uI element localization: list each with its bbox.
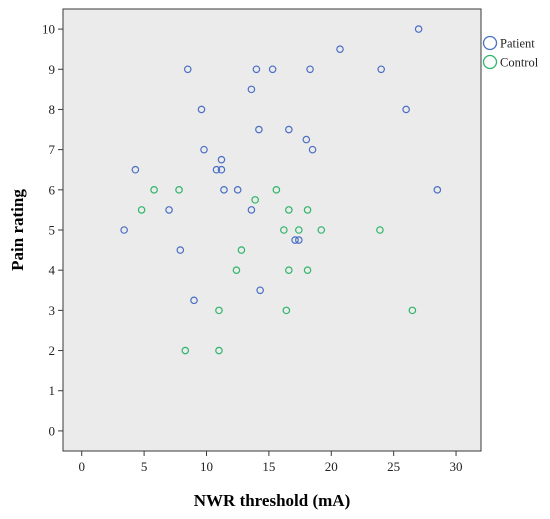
y-tick-label: 0 xyxy=(49,423,56,438)
patient-point xyxy=(377,65,385,74)
y-tick-label: 9 xyxy=(49,62,56,77)
y-tick-label: 5 xyxy=(49,223,56,238)
control-point xyxy=(408,306,417,315)
patient-point xyxy=(402,105,410,114)
control-point xyxy=(376,226,384,234)
patient-point xyxy=(247,206,256,214)
patient-point xyxy=(247,85,256,94)
x-axis-ticks: 0 5 10 15 20 25 30 xyxy=(78,451,463,474)
control-point xyxy=(295,226,303,234)
y-tick-label: 10 xyxy=(42,22,55,37)
x-tick-label: 10 xyxy=(200,459,213,474)
x-axis-title: NWR threshold (mA) xyxy=(194,491,350,510)
patient-point xyxy=(212,165,221,174)
patient-point xyxy=(302,135,311,144)
control-point xyxy=(317,226,326,234)
legend-marker-control xyxy=(482,54,498,70)
control-point xyxy=(232,266,241,274)
control-point xyxy=(303,206,312,214)
patient-point xyxy=(285,125,293,134)
control-point xyxy=(282,306,291,315)
patient-point xyxy=(295,236,303,244)
control-point xyxy=(181,346,190,355)
x-tick-label: 25 xyxy=(387,459,400,474)
patient-point xyxy=(217,155,226,164)
y-tick-label: 6 xyxy=(49,182,56,197)
control-point xyxy=(237,246,246,254)
y-tick-label: 8 xyxy=(49,102,56,117)
x-tick-label: 5 xyxy=(141,459,148,474)
patient-point xyxy=(252,65,261,74)
control-point xyxy=(272,186,281,194)
x-tick-label: 0 xyxy=(78,459,85,474)
control-point xyxy=(150,186,158,194)
patient-point xyxy=(165,206,173,214)
patient-point xyxy=(190,296,198,305)
control-point xyxy=(215,346,223,355)
plot-area xyxy=(62,8,482,452)
patient-point xyxy=(414,25,423,33)
control-point xyxy=(175,186,183,194)
legend-label-control: Control xyxy=(500,56,539,70)
x-tick-label: 15 xyxy=(262,459,275,474)
control-point xyxy=(251,196,259,204)
x-tick-label: 30 xyxy=(450,459,463,474)
patient-point xyxy=(433,186,442,194)
patient-point xyxy=(200,145,208,154)
control-point xyxy=(303,266,312,274)
patient-point xyxy=(233,186,242,194)
y-axis-ticks: 0 1 2 3 4 5 6 7 8 9 10 xyxy=(42,22,63,438)
patient-point xyxy=(120,226,128,234)
x-tick-label: 20 xyxy=(325,459,338,474)
patient-point xyxy=(131,165,140,174)
control-point xyxy=(137,206,146,214)
patient-point xyxy=(291,236,299,244)
patient-point xyxy=(176,246,185,254)
control-point xyxy=(285,206,293,214)
data-points xyxy=(120,25,442,355)
y-axis-title: Pain rating xyxy=(8,189,27,271)
control-point xyxy=(215,306,223,315)
patient-point xyxy=(336,45,344,53)
patient-point xyxy=(306,65,314,74)
y-tick-label: 1 xyxy=(49,383,56,398)
legend: Patient Control xyxy=(482,35,539,70)
patient-point xyxy=(220,186,228,194)
y-tick-label: 2 xyxy=(49,343,56,358)
legend-label-patient: Patient xyxy=(500,37,535,51)
control-point xyxy=(280,226,288,234)
y-tick-label: 3 xyxy=(49,303,56,318)
patient-point xyxy=(183,65,192,74)
patient-point xyxy=(268,65,277,74)
legend-marker-patient xyxy=(482,35,498,51)
patient-point xyxy=(256,286,264,295)
patient-point xyxy=(197,105,206,114)
patient-point xyxy=(308,145,317,154)
patient-point xyxy=(217,165,226,174)
patient-point xyxy=(255,125,263,134)
y-tick-label: 7 xyxy=(49,142,56,157)
control-point xyxy=(285,266,293,274)
y-tick-label: 4 xyxy=(49,263,56,278)
